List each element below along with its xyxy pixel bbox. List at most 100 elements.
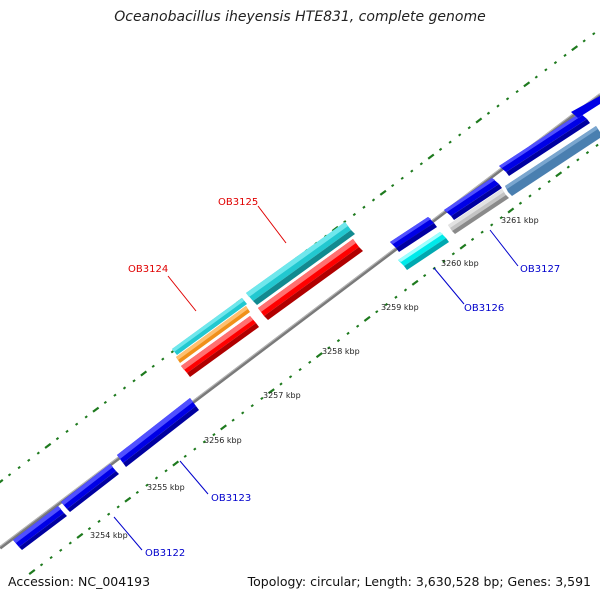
scale-tick (356, 324, 360, 328)
scale-tick (113, 393, 117, 397)
genome-backbone-highlight (0, 93, 600, 547)
scale-tick (76, 532, 84, 539)
scale-tick (27, 458, 31, 462)
scale-tick (267, 388, 275, 395)
accession-text: Accession: NC_004193 (8, 574, 151, 589)
scale-tick (132, 379, 136, 383)
leader-ob3122 (113, 516, 143, 551)
scale-tick (116, 505, 120, 509)
scale-tick (515, 89, 519, 94)
gene-label-ob3122[interactable]: OB3122 (145, 548, 185, 559)
scale-tick (145, 483, 149, 487)
gene-arrow-steel[interactable] (505, 126, 600, 196)
gene-label-ob3125[interactable]: OB3125 (218, 197, 258, 208)
scale-tick (384, 302, 389, 307)
gene-arrow-red-1[interactable] (181, 316, 259, 377)
scale-tick (331, 225, 339, 232)
gene-arrow-gray[interactable] (448, 189, 509, 234)
gene-arrow-ob3125[interactable] (246, 222, 355, 305)
gene-arrow-lower-1[interactable] (117, 398, 199, 467)
leader-ob3127 (489, 229, 519, 267)
gene-arrow-cyan-short[interactable] (172, 298, 247, 355)
scale-tick (288, 375, 293, 379)
scale-tick (122, 386, 127, 390)
gene-label-ob3124[interactable]: OB3124 (128, 264, 168, 275)
gene-label-ob3127[interactable]: OB3127 (520, 264, 560, 275)
scale-tick (220, 424, 227, 431)
scale-tick (419, 162, 423, 166)
kbp-label: 3254 kbp (90, 531, 128, 540)
gene-arrow-cyan-ob3126[interactable] (398, 232, 449, 270)
scale-tick (459, 243, 467, 250)
scale-tick (505, 97, 510, 101)
scale-tick (411, 279, 419, 286)
scale-tick (458, 133, 462, 137)
scale-tick (161, 357, 165, 361)
scale-tick (518, 201, 523, 205)
scale-tick (343, 220, 347, 224)
scale-tick (279, 382, 283, 386)
kbp-label: 3257 kbp (263, 391, 301, 400)
scale-tick (582, 39, 586, 43)
gene-arrow-upper-3[interactable] (444, 178, 502, 220)
scale-tick (475, 117, 483, 124)
scale-tick (170, 350, 174, 354)
scale-tick (346, 331, 350, 335)
scale-tick (442, 259, 446, 263)
scale-tick (39, 563, 44, 567)
scale-tick (486, 111, 491, 115)
scale-tick (231, 418, 235, 422)
scale-tick (400, 176, 404, 180)
scale-tick (17, 465, 21, 470)
scale-tick (202, 440, 206, 444)
scale-tick (135, 490, 139, 495)
scale-tick (298, 367, 302, 372)
gene-arrow-red-2[interactable] (258, 239, 363, 320)
gene-arrow-upper-4[interactable] (390, 217, 437, 252)
scale-tick (315, 352, 323, 359)
scale-tick (241, 411, 245, 415)
scale-tick (379, 189, 387, 196)
kbp-label: 3260 kbp (441, 259, 479, 268)
gene-arrow-ob3123[interactable] (61, 464, 119, 512)
scale-tick (470, 237, 475, 241)
scale-tick (154, 476, 159, 480)
scale-tick (423, 273, 427, 278)
scale-tick (553, 61, 558, 65)
scale-tick (566, 165, 570, 169)
gene-arrow-upper-1[interactable] (499, 113, 590, 176)
leader-ob3126 (433, 267, 465, 305)
genome-summary-text: Topology: circular; Length: 3,630,528 bp… (247, 574, 591, 589)
scale-tick (164, 469, 168, 473)
scale-tick (410, 169, 414, 173)
scale-tick (44, 442, 52, 449)
genome-title: Oceanobacillus iheyensis HTE831, complet… (114, 9, 486, 25)
gene-label-ob3126[interactable]: OB3126 (464, 303, 504, 314)
scale-tick (438, 147, 443, 151)
scale-tick (75, 422, 79, 426)
scale-tick (140, 370, 148, 377)
gene-arrow-ob3124[interactable] (176, 306, 250, 363)
scale-tick (451, 252, 455, 256)
scale-tick (59, 548, 63, 552)
scale-tick (28, 569, 36, 575)
scale-tick (352, 212, 357, 217)
scale-tick (523, 81, 531, 88)
scale-tick (592, 32, 596, 36)
gene-arrow-ob3122[interactable] (13, 506, 67, 550)
kbp-label: 3258 kbp (322, 347, 360, 356)
scale-tick (103, 400, 107, 405)
scale-tick (375, 310, 379, 314)
scale-tick (534, 75, 538, 79)
scale-tick (49, 555, 53, 560)
scale-tick (363, 315, 371, 322)
scale-tick (193, 447, 197, 451)
scale-tick (507, 207, 515, 214)
leader-ob3124 (167, 275, 197, 312)
kbp-label: 3261 kbp (501, 216, 539, 225)
gene-label-ob3123[interactable]: OB3123 (211, 493, 251, 504)
scale-tick (7, 473, 12, 477)
scale-tick (97, 519, 101, 523)
scale-tick (336, 339, 341, 343)
gene-arrow-upper-2[interactable] (571, 96, 600, 118)
